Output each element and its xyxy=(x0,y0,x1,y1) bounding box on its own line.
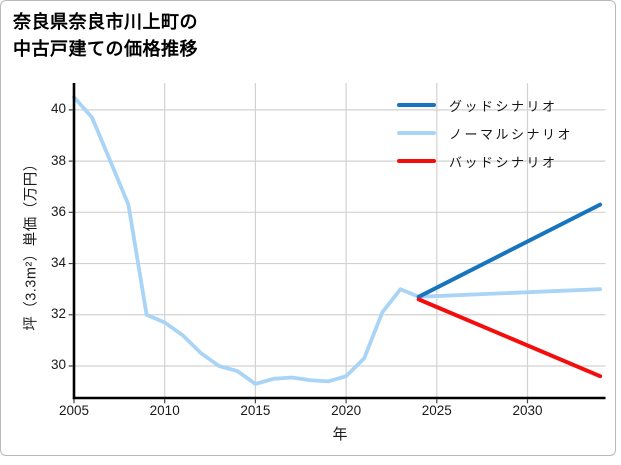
page-title: 奈良県奈良市川上町の 中古戸建ての価格推移 xyxy=(13,9,198,63)
x-tick-label: 2020 xyxy=(331,403,362,418)
title-line-1: 奈良県奈良市川上町の xyxy=(13,12,198,32)
legend-label: ノーマルシナリオ xyxy=(449,126,574,142)
y-tick-label: 38 xyxy=(50,152,66,168)
y-tick-label: 32 xyxy=(50,306,66,322)
series-line-2 xyxy=(416,297,603,379)
series-line-0 xyxy=(416,202,603,299)
chart-legend: グッドシナリオ ノーマルシナリオ バッドシナリオ xyxy=(397,91,573,175)
x-tick-label: 2015 xyxy=(240,403,271,418)
y-tick-label: 34 xyxy=(50,255,66,271)
legend-label: グッドシナリオ xyxy=(449,98,558,114)
series-line-1 xyxy=(72,95,602,386)
x-tick-label: 2005 xyxy=(58,403,90,418)
y-tick-label: 40 xyxy=(50,101,66,117)
y-axis-label: 坪（3.3m²）単価（万円） xyxy=(23,156,40,331)
legend-line-swatch-icon xyxy=(397,103,436,107)
x-tick-label: 2010 xyxy=(149,403,180,418)
legend-item-0: グッドシナリオ xyxy=(397,91,573,119)
legend-item-2: バッドシナリオ xyxy=(397,147,573,175)
legend-line-swatch-icon xyxy=(397,159,436,163)
x-tick-label: 2030 xyxy=(512,403,543,418)
y-tick-label: 36 xyxy=(50,203,66,219)
legend-item-1: ノーマルシナリオ xyxy=(397,119,573,147)
x-axis-label: 年 xyxy=(332,426,348,443)
legend-line-swatch-icon xyxy=(397,131,436,135)
y-tick-label: 30 xyxy=(50,357,66,373)
legend-label: バッドシナリオ xyxy=(449,154,558,170)
x-tick-label: 2025 xyxy=(421,403,452,418)
title-line-2: 中古戸建ての価格推移 xyxy=(13,39,198,59)
